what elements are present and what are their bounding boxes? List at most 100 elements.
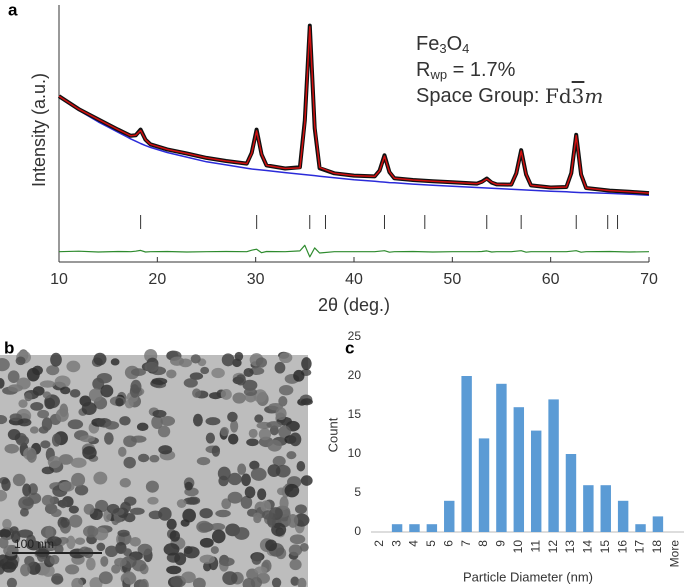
x-tick-label: 10 <box>50 271 68 288</box>
particle <box>287 513 299 528</box>
particle <box>79 435 95 443</box>
particle <box>83 525 99 538</box>
particle <box>296 460 306 472</box>
bar <box>478 438 490 532</box>
x-tick-label: 12 <box>546 540 560 554</box>
particle <box>190 354 201 364</box>
particle <box>69 389 81 398</box>
particle <box>274 361 286 374</box>
x-tick-label: 7 <box>459 540 473 547</box>
particle <box>170 356 185 366</box>
particle <box>235 374 246 386</box>
particle <box>199 508 213 519</box>
y-tick-label: 0 <box>354 524 361 538</box>
particle <box>46 365 60 376</box>
particle <box>145 480 159 493</box>
particle <box>218 557 235 567</box>
particle <box>227 411 238 423</box>
bar <box>391 524 403 532</box>
particle <box>45 525 54 540</box>
particle <box>40 440 51 449</box>
particle <box>104 420 120 430</box>
particle <box>241 473 251 487</box>
particle <box>50 508 62 518</box>
particle <box>254 566 268 574</box>
particle <box>271 522 287 537</box>
particle <box>20 563 31 577</box>
particle <box>267 464 281 478</box>
bar <box>426 524 438 532</box>
x-tick-label: 6 <box>441 540 455 547</box>
y-tick-label: 25 <box>348 329 362 343</box>
particle <box>301 357 312 371</box>
particle <box>227 491 243 504</box>
x-tick-label: 70 <box>640 271 658 288</box>
particle <box>122 571 136 585</box>
particle <box>4 443 20 454</box>
x-tick-label: 20 <box>148 271 166 288</box>
particle <box>276 487 286 496</box>
particle <box>151 415 163 429</box>
particle <box>271 577 282 587</box>
particle <box>42 391 52 399</box>
particle <box>182 508 196 523</box>
particle <box>157 425 171 438</box>
series-line <box>58 26 650 194</box>
series-line <box>58 96 650 196</box>
particle <box>18 496 34 511</box>
x-tick-label: 3 <box>389 540 403 547</box>
bar <box>617 500 629 532</box>
particle <box>38 426 49 434</box>
particle <box>100 556 109 567</box>
particle <box>196 457 211 466</box>
particle <box>93 352 107 366</box>
particle <box>51 433 62 447</box>
x-tick-label: 4 <box>407 540 421 547</box>
particle <box>71 472 86 487</box>
particle <box>119 416 131 426</box>
particle <box>220 426 229 437</box>
x-tick-label: 60 <box>542 271 560 288</box>
particle <box>166 565 182 575</box>
particle <box>266 421 282 429</box>
x-tick-label: 17 <box>633 540 647 554</box>
particle <box>290 576 300 586</box>
x-tick-label: 13 <box>563 540 577 554</box>
y-tick-label: 20 <box>348 368 362 382</box>
panel-label: c <box>345 338 354 357</box>
bar <box>444 500 455 532</box>
particle <box>71 577 84 587</box>
particle <box>123 435 137 448</box>
particle <box>29 426 39 434</box>
particle <box>74 537 86 545</box>
particle <box>19 508 29 517</box>
particle <box>26 448 37 463</box>
particle <box>85 557 96 571</box>
particle <box>46 536 62 547</box>
scale-bar-label: 100 nm <box>14 537 54 551</box>
annotation: Space Group: Fd3m <box>416 84 603 108</box>
series-line <box>58 244 650 258</box>
particle <box>237 463 247 475</box>
y-tick-label: 15 <box>348 407 362 421</box>
particle <box>114 557 127 567</box>
particle <box>220 389 232 400</box>
particle <box>203 561 212 572</box>
x-tick-label: 5 <box>424 540 438 547</box>
particle <box>111 564 121 574</box>
x-tick-label: 14 <box>581 540 595 554</box>
x-tick-label: 11 <box>528 540 542 553</box>
particle <box>136 422 149 432</box>
particle <box>106 503 120 514</box>
particle <box>279 496 289 511</box>
bar <box>583 485 594 532</box>
particle <box>200 366 210 375</box>
particle <box>115 397 124 407</box>
particle <box>218 475 229 487</box>
particle <box>68 514 83 528</box>
particle <box>58 481 75 492</box>
particle <box>257 488 267 501</box>
particle <box>278 396 288 407</box>
particle <box>211 529 226 544</box>
particle <box>70 457 87 468</box>
